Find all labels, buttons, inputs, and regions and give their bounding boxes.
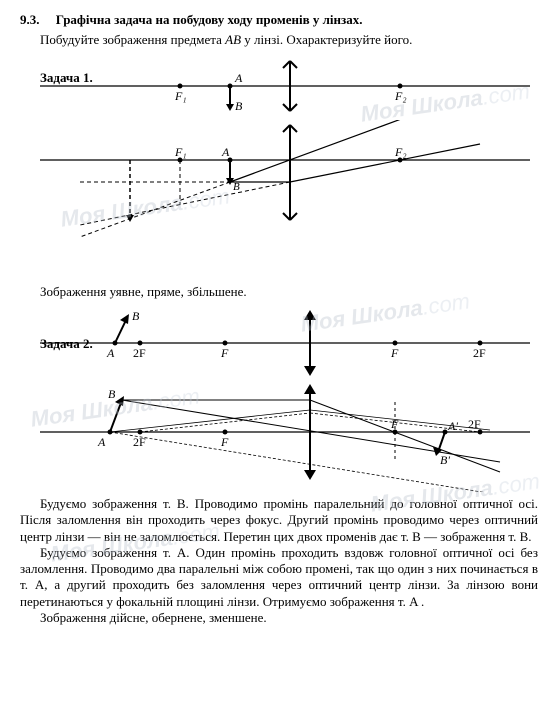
svg-text:Задача 2.: Задача 2. <box>40 336 93 351</box>
svg-text:F: F <box>390 346 399 360</box>
explanation-p2: Будуємо зображення т. A. Один промінь пр… <box>20 545 538 610</box>
svg-text:2F: 2F <box>133 346 146 360</box>
svg-text:B: B <box>233 181 240 193</box>
explanation-p3: Зображення дійсне, обернене, зменшене. <box>20 610 538 626</box>
section-header: 9.3. Графічна задача на побудову ходу пр… <box>20 12 538 28</box>
svg-text:B': B' <box>440 453 450 467</box>
svg-text:F₂: F₂ <box>394 145 407 159</box>
svg-text:A: A <box>221 145 230 159</box>
instruction-text: Побудуйте зображення предмета AB у лінзі… <box>20 32 538 48</box>
svg-text:A: A <box>97 435 106 449</box>
task2-diagram1: Задача 2. 2F F F 2F A B <box>20 308 538 378</box>
svg-text:A: A <box>106 346 115 360</box>
svg-text:F₂: F₂ <box>394 89 407 103</box>
svg-text:2F: 2F <box>133 435 146 449</box>
svg-text:F: F <box>220 435 229 449</box>
svg-text:B: B <box>235 99 243 113</box>
explanation-p1: Будуємо зображення т. B. Проводимо промі… <box>20 496 538 545</box>
section-title: Графічна задача на побудову ходу промені… <box>56 12 363 27</box>
svg-text:A: A <box>234 71 243 85</box>
svg-text:B: B <box>108 387 116 401</box>
svg-text:F: F <box>220 346 229 360</box>
svg-text:A': A' <box>447 419 458 433</box>
task1-diagram2: F₁ F₂ A B <box>20 120 538 280</box>
task1-diagram1: Задача 1. F₁ F₂ A B <box>20 56 538 116</box>
svg-text:F₁: F₁ <box>174 145 187 159</box>
task2-diagram2: 2F F F 2F A B A' <box>20 382 538 492</box>
task1-label: Задача 1. <box>40 70 93 85</box>
task1-caption: Зображення уявне, пряме, збільшене. <box>40 284 538 300</box>
section-number: 9.3. <box>20 12 40 27</box>
svg-text:B: B <box>132 309 140 323</box>
svg-text:2F: 2F <box>473 346 486 360</box>
svg-text:F₁: F₁ <box>174 89 187 103</box>
